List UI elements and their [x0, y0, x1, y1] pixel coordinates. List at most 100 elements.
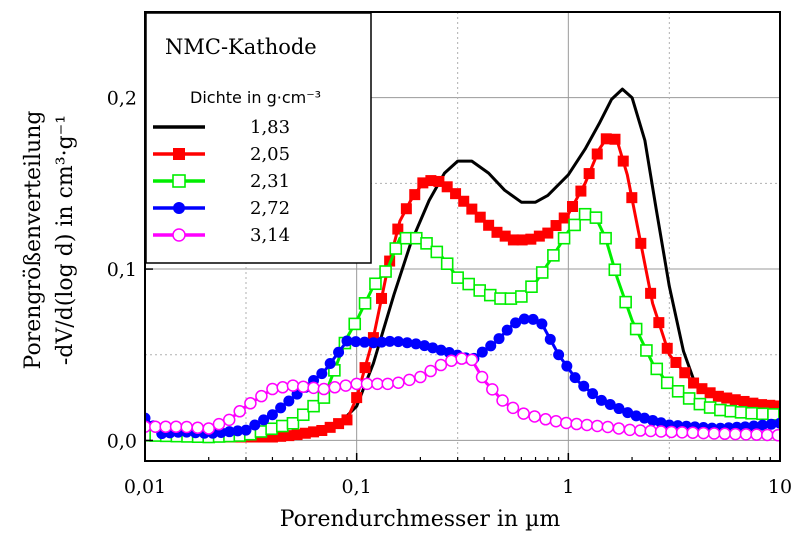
data-point — [604, 398, 616, 410]
data-point — [644, 424, 657, 438]
axis-ticks: 0,01 0,1 1 10 0,0 0,1 0,2 — [107, 88, 792, 498]
data-point — [465, 353, 479, 367]
data-point — [379, 265, 392, 278]
data-point — [629, 322, 643, 336]
data-point — [425, 175, 437, 187]
data-point — [371, 377, 384, 391]
data-point — [765, 418, 777, 430]
data-point — [569, 372, 581, 384]
data-point — [638, 412, 650, 424]
data-point — [630, 410, 642, 422]
data-point — [286, 379, 300, 392]
data-point — [704, 387, 716, 399]
data-point — [455, 352, 468, 365]
data-point — [549, 414, 563, 428]
data-point — [623, 423, 637, 437]
data-point — [358, 297, 372, 310]
data-point — [341, 414, 353, 426]
data-point — [510, 317, 522, 329]
legend-label: 3,14 — [250, 225, 290, 246]
data-point — [696, 383, 708, 395]
data-point — [359, 336, 371, 348]
data-point — [275, 402, 287, 414]
series-1-83 — [145, 87, 780, 441]
data-point — [557, 231, 571, 245]
legend-subtitle: Dichte in g·cm⁻³ — [190, 88, 321, 107]
data-point — [462, 277, 475, 291]
data-point — [761, 428, 774, 442]
data-point — [729, 427, 742, 441]
data-point — [410, 338, 422, 350]
data-point — [516, 234, 528, 246]
data-point — [496, 394, 509, 407]
data-point — [645, 287, 657, 299]
data-point — [617, 155, 629, 167]
data-point — [255, 389, 268, 403]
data-point — [583, 168, 595, 180]
data-point — [547, 249, 560, 262]
x-tick-label: 10 — [768, 476, 792, 498]
data-point — [266, 409, 278, 421]
data-point — [381, 377, 394, 391]
legend-entry: 2,72 — [153, 198, 290, 219]
data-point — [739, 428, 753, 441]
data-point — [173, 148, 185, 160]
data-point — [169, 420, 183, 433]
data-point — [409, 231, 423, 245]
data-point — [518, 313, 530, 325]
data-point — [686, 426, 700, 439]
data-point — [291, 429, 303, 441]
legend-label: 2,72 — [250, 198, 290, 219]
data-point — [316, 368, 328, 380]
data-point — [369, 277, 382, 291]
data-point — [655, 417, 667, 429]
data-point — [433, 175, 445, 187]
data-point — [619, 295, 632, 309]
data-point — [682, 392, 696, 405]
data-point — [595, 394, 607, 406]
data-point — [504, 292, 518, 305]
data-point — [424, 364, 437, 378]
x-tick-label: 1 — [562, 476, 574, 498]
data-point — [525, 233, 537, 245]
data-point — [172, 174, 186, 188]
data-point — [333, 346, 345, 358]
data-point — [440, 257, 454, 271]
data-point — [712, 390, 724, 402]
data-point — [622, 407, 634, 419]
data-point — [587, 388, 599, 400]
data-point — [384, 335, 396, 347]
legend-entry: 1,83 — [153, 117, 290, 138]
data-point — [654, 425, 668, 438]
data-point — [764, 399, 776, 411]
data-point — [389, 242, 403, 255]
data-point — [180, 420, 193, 434]
data-point — [317, 382, 331, 396]
data-point — [756, 407, 769, 421]
legend-title: NMC-Kathode — [165, 35, 317, 59]
data-point — [316, 424, 328, 436]
data-point — [427, 342, 439, 354]
data-point — [613, 403, 625, 415]
data-point — [591, 419, 604, 433]
x-tick-label: 0,1 — [342, 476, 372, 498]
data-point — [435, 344, 447, 356]
data-point — [351, 392, 363, 404]
data-point — [575, 185, 587, 197]
data-point — [275, 419, 289, 433]
data-point — [392, 223, 404, 235]
data-point — [568, 218, 581, 232]
data-point — [542, 227, 554, 239]
data-point — [339, 379, 352, 392]
data-point — [283, 395, 295, 407]
legend-entry: 2,05 — [153, 144, 290, 165]
data-point — [501, 324, 513, 336]
series-3-14 — [145, 352, 780, 442]
data-point — [647, 414, 659, 426]
data-point — [466, 203, 478, 215]
data-point — [600, 133, 612, 145]
series-line — [145, 87, 780, 441]
data-point — [399, 231, 413, 245]
data-point — [476, 346, 488, 358]
